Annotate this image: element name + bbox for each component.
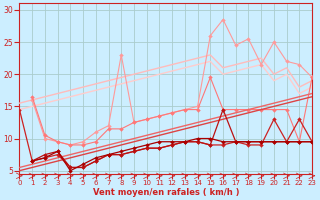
X-axis label: Vent moyen/en rafales ( km/h ): Vent moyen/en rafales ( km/h ) — [92, 188, 239, 197]
